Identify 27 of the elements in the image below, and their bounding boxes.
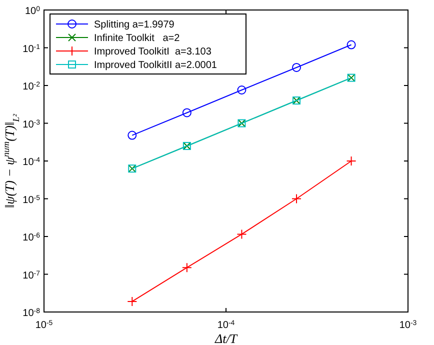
point bbox=[292, 194, 302, 204]
point bbox=[128, 130, 137, 140]
x-tick-label: 10$^{-4}$ bbox=[217, 320, 235, 331]
y-tick-label: 10$^{-8}$ bbox=[22, 308, 40, 319]
point bbox=[346, 40, 356, 50]
point bbox=[346, 156, 356, 166]
point bbox=[182, 108, 192, 118]
x-axis-title: Δt/T bbox=[214, 331, 238, 345]
legend-label: Infinite Toolkit a=2 bbox=[94, 33, 180, 44]
y-tick-label: 10$^{-3}$ bbox=[22, 118, 40, 130]
y-tick-label: 10$^{-6}$ bbox=[22, 232, 40, 244]
point bbox=[182, 262, 192, 273]
x-tick-label: 10$^{-3}$ bbox=[399, 320, 417, 331]
x-tick-label: 10$^{-5}$ bbox=[35, 320, 53, 331]
y-tick-label: 10$^{-4}$ bbox=[22, 156, 40, 168]
point bbox=[127, 296, 138, 306]
y-tick-label: 10$^{-5}$ bbox=[22, 194, 40, 206]
point bbox=[237, 86, 246, 94]
y-tick-label: 10$^{-1}$ bbox=[22, 43, 40, 55]
y-tick-label: 10$^{-2}$ bbox=[22, 81, 40, 92]
point bbox=[292, 62, 302, 72]
legend-label: Improved ToolkitI a=3.103 bbox=[94, 46, 212, 58]
point bbox=[236, 229, 247, 240]
legend-label: Improved ToolkitII a=2.0001 bbox=[94, 60, 218, 71]
y-tick-label: 10$^{-7}$ bbox=[22, 270, 40, 282]
y-tick-label: 10$^{0}$ bbox=[24, 6, 40, 17]
legend-label: Splitting a=1.9979 bbox=[94, 20, 175, 30]
